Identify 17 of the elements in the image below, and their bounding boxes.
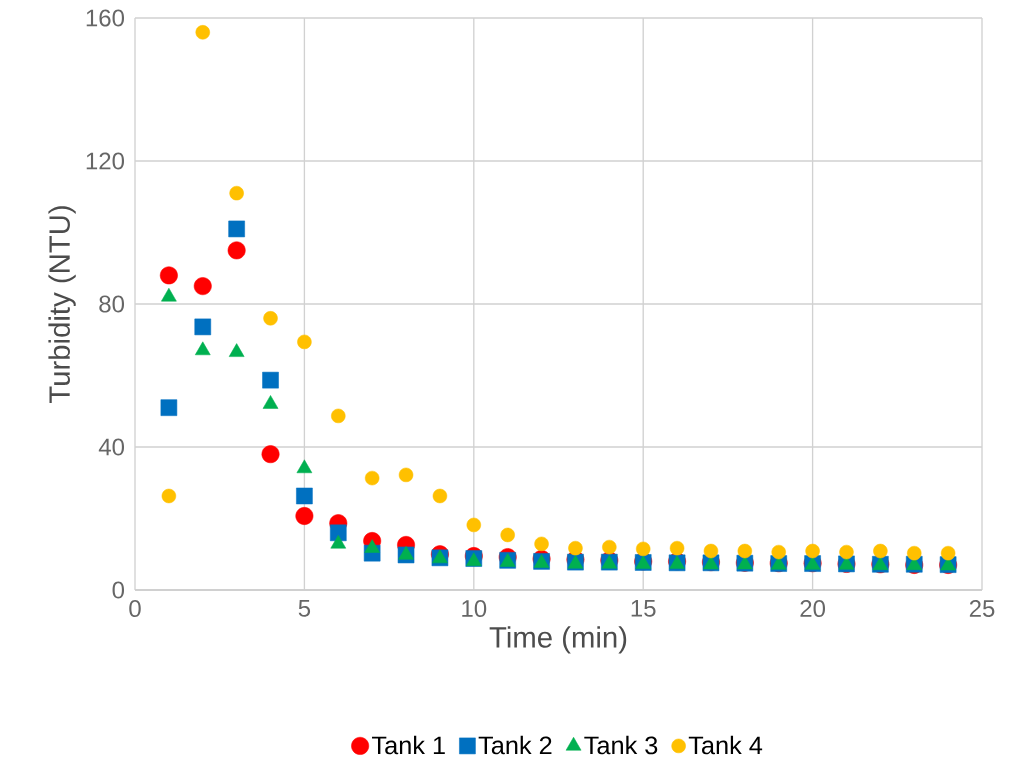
y-tick-label: 40 [98,438,125,456]
x-tick-label: 0 [129,600,141,618]
legend-label: Tank 1 [372,735,445,755]
legend-label: Tank 3 [584,735,658,755]
x-tick-label: 25 [969,600,995,618]
y-tick-label: 0 [112,581,125,599]
y-tick-label: 80 [99,295,125,313]
x-tick-label: 20 [800,600,826,618]
y-tick-label: 120 [86,152,125,170]
legend-label: Tank 2 [478,735,552,755]
x-tick-label: 10 [462,600,487,618]
x-axis-title: Time (min) [489,626,627,654]
y-tick-label: 160 [86,9,125,27]
legend-label: Tank 4 [688,735,763,755]
x-tick-label: 15 [631,600,656,617]
x-tick-label: 5 [298,600,311,617]
y-axis-title: Turbidity (NTU) [48,206,76,404]
